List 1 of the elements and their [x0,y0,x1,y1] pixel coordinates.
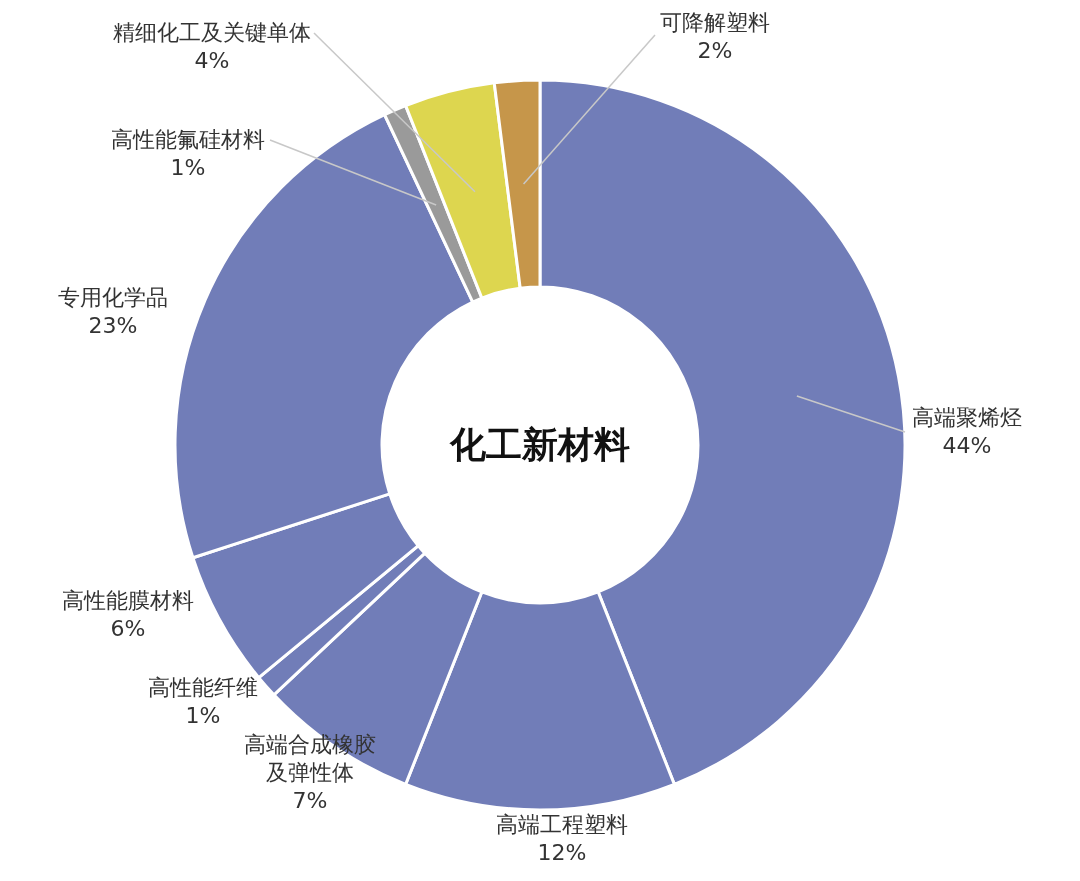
text: 化工新材料 [449,424,630,465]
